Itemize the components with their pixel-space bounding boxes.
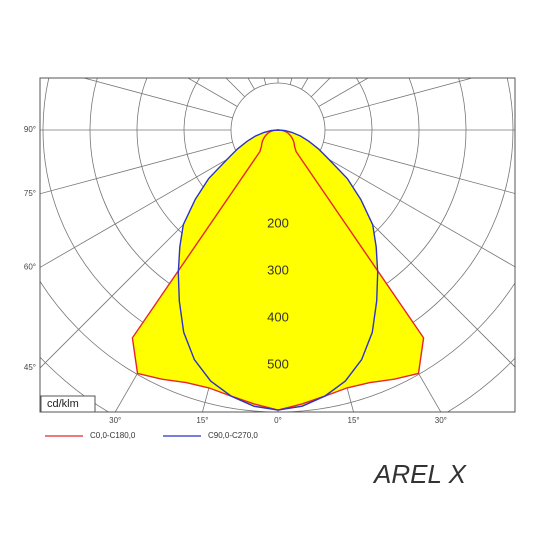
y-tick-label: 45°	[24, 363, 36, 372]
series-line	[177, 129, 379, 411]
x-tick-label: 15°	[196, 416, 208, 425]
plot-border	[39, 77, 516, 413]
legend-label: C90,0-C270,0	[208, 431, 258, 440]
r-tick-label: 200	[267, 215, 289, 230]
grid-line	[323, 141, 515, 194]
x-tick-label: 15°	[348, 416, 360, 425]
r-tick-label: 300	[267, 262, 289, 277]
r-tick-bg	[266, 311, 290, 325]
grid-line	[301, 78, 309, 90]
r-tick-bg	[266, 358, 290, 372]
grid-line	[323, 78, 474, 119]
y-tick-label: 60°	[24, 263, 36, 272]
grid-line	[40, 141, 233, 195]
r-tick-bg	[266, 264, 290, 278]
grid-line	[247, 78, 255, 90]
y-tick-label: 90°	[24, 125, 36, 134]
r-tick-label: 400	[267, 309, 289, 324]
legend-label: C0,0-C180,0	[90, 431, 136, 440]
grid-line	[40, 153, 238, 268]
r-tick-bg	[266, 217, 290, 231]
chart-title: AREL X	[372, 459, 468, 489]
x-tick-label: 0°	[274, 416, 282, 425]
grid-line	[318, 153, 515, 268]
grid-line	[263, 78, 267, 85]
unit-label: cd/klm	[47, 398, 79, 410]
grid-line	[289, 78, 293, 85]
r-tick-label: 500	[267, 356, 289, 371]
grid-line	[82, 78, 233, 119]
labels: 200 300 400 500 90° 75° 60° 45° 30° 15° 0° 15° 30° C0…	[24, 125, 447, 440]
y-tick-label: 75°	[24, 189, 36, 198]
x-tick-label: 30°	[435, 416, 447, 425]
x-tick-label: 30°	[109, 416, 121, 425]
unit-box	[40, 395, 96, 413]
